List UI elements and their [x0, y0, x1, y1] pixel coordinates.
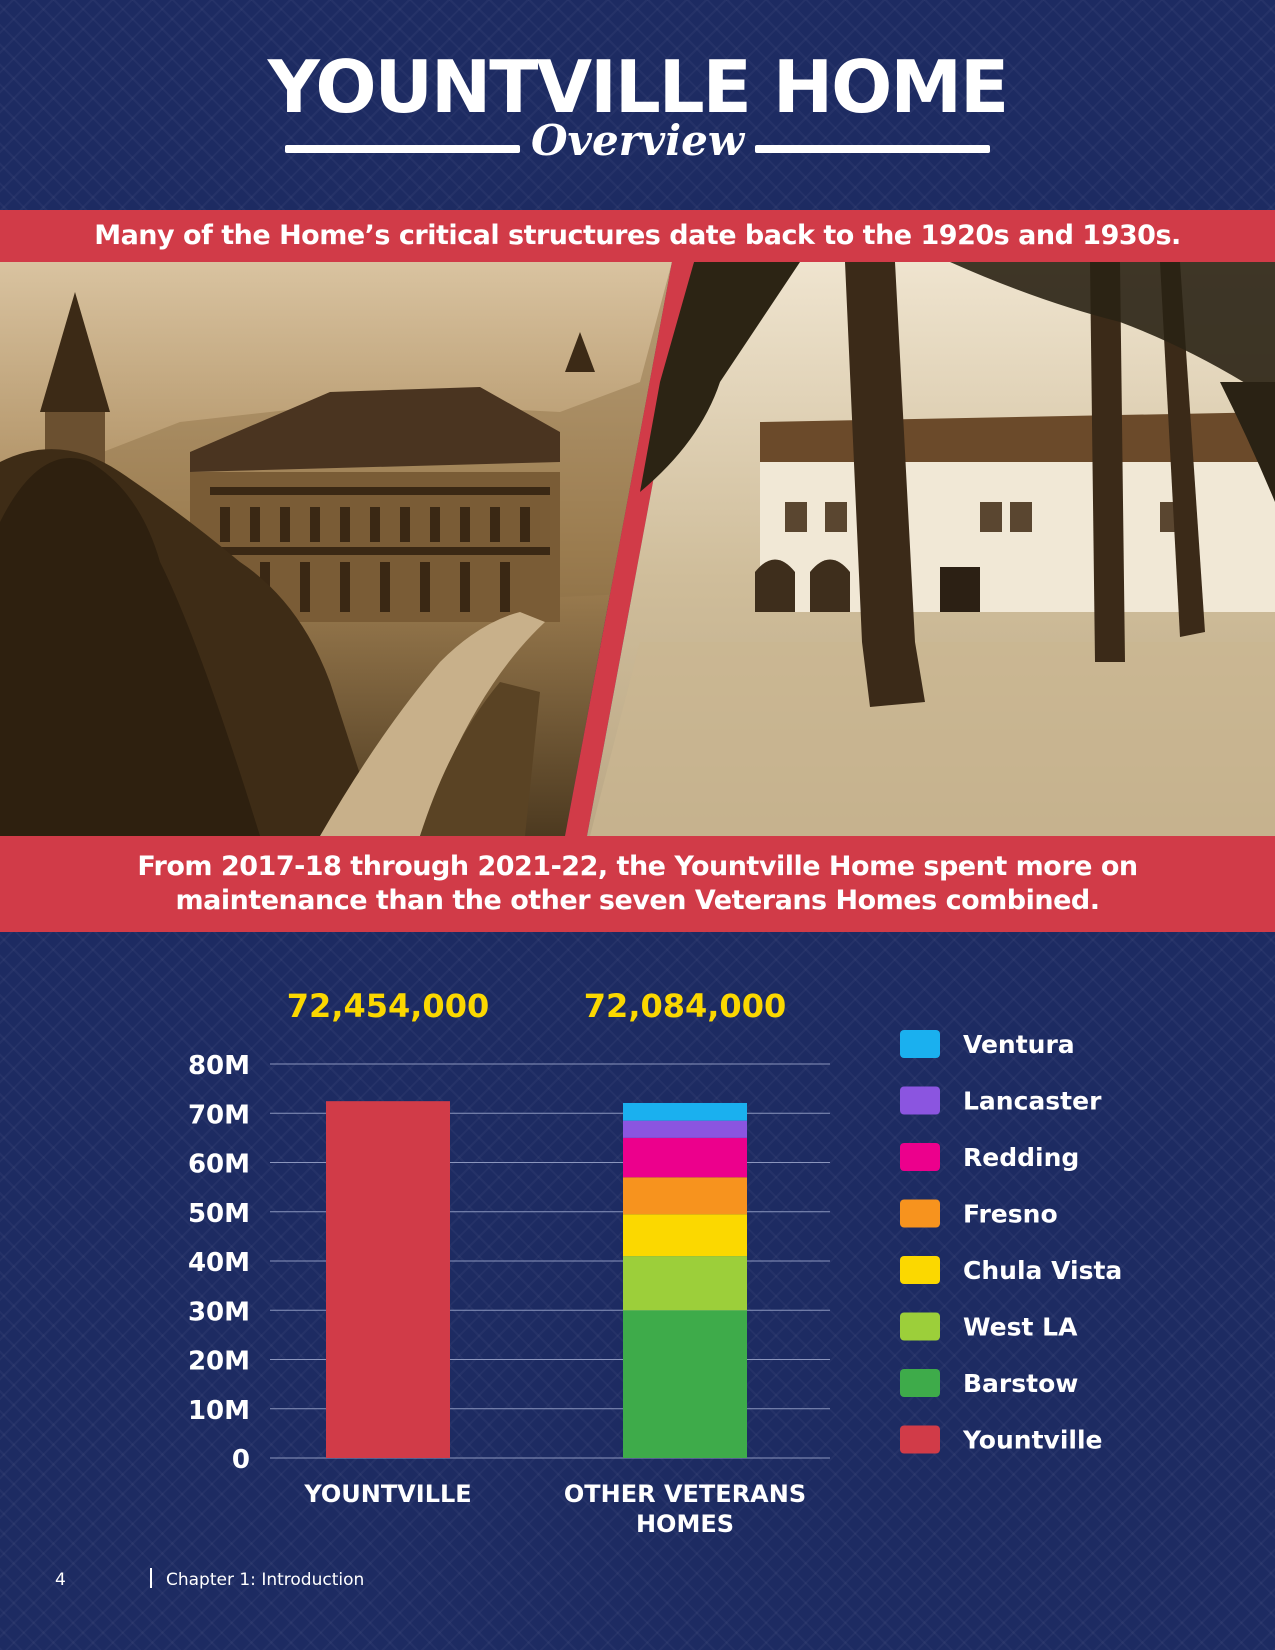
legend-label: Lancaster: [963, 1087, 1102, 1116]
bar-segment-barstow: [623, 1310, 747, 1458]
footer-separator: [150, 1568, 152, 1588]
legend-swatch: [900, 1030, 940, 1058]
bottom-banner-line-1: From 2017-18 through 2021-22, the Yountv…: [137, 851, 1138, 882]
legend-swatch: [900, 1256, 940, 1284]
legend-swatch: [900, 1425, 940, 1454]
legend-label: Barstow: [963, 1369, 1078, 1398]
y-tick-label: 80M: [188, 1051, 250, 1081]
y-tick-label: 40M: [188, 1248, 250, 1278]
legend-swatch: [900, 1143, 940, 1171]
legend-label: Redding: [963, 1143, 1079, 1172]
page-title: YOUNTVILLE HOME: [267, 45, 1009, 129]
legend-swatch: [900, 1199, 940, 1228]
bottom-banner-line-2: maintenance than the other seven Veteran…: [175, 885, 1100, 916]
y-tick-label: 30M: [188, 1297, 250, 1327]
x-category-label: YOUNTVILLE: [303, 1480, 471, 1508]
top-banner: Many of the Home’s critical structures d…: [0, 210, 1275, 262]
y-tick-label: 10M: [188, 1396, 250, 1426]
legend-label: Ventura: [963, 1030, 1075, 1059]
bar-segment-fresno: [623, 1177, 747, 1215]
chapter-label: Chapter 1: Introduction: [166, 1570, 365, 1590]
bar-segment-lancaster: [623, 1120, 747, 1138]
bar-total-label: 72,454,000: [287, 987, 489, 1025]
x-category-label: HOMES: [636, 1510, 734, 1538]
legend-swatch: [900, 1086, 940, 1115]
bar-segment-yountville: [326, 1101, 450, 1458]
legend-swatch: [900, 1312, 940, 1341]
bar-segment-west-la: [623, 1256, 747, 1311]
bar-total-label: 72,084,000: [584, 987, 786, 1025]
bar-segment-redding: [623, 1137, 747, 1178]
maintenance-spending-chart: 0 10M 20M 30M 40M 50M 60M 70M 80M 72,454,000 YOUNT…: [188, 987, 1122, 1538]
title-rule-left: [285, 145, 520, 153]
bar-segment-chula-vista: [623, 1214, 747, 1257]
page-number: 4: [55, 1570, 66, 1590]
bar-segment-ventura: [623, 1102, 747, 1121]
y-tick-label: 0: [232, 1445, 250, 1475]
page-subtitle: Overview: [530, 116, 745, 165]
legend-label: Yountville: [962, 1426, 1103, 1455]
y-tick-label: 50M: [188, 1199, 250, 1229]
title-rule-right: [755, 145, 990, 153]
y-tick-label: 70M: [188, 1100, 250, 1130]
legend-label: Chula Vista: [963, 1256, 1122, 1285]
legend-swatch: [900, 1369, 940, 1397]
historic-photos: [0, 262, 1275, 836]
spanish-building-photo: [587, 262, 1275, 836]
top-banner-text: Many of the Home’s critical structures d…: [94, 220, 1181, 251]
y-tick-label: 60M: [188, 1150, 250, 1180]
legend-label: Fresno: [963, 1200, 1058, 1229]
bottom-banner: From 2017-18 through 2021-22, the Yountv…: [0, 836, 1275, 932]
victorian-building-photo: [0, 262, 672, 836]
x-category-label: OTHER VETERANS: [564, 1480, 806, 1508]
legend-label: West LA: [963, 1313, 1078, 1342]
y-tick-label: 20M: [188, 1347, 250, 1377]
